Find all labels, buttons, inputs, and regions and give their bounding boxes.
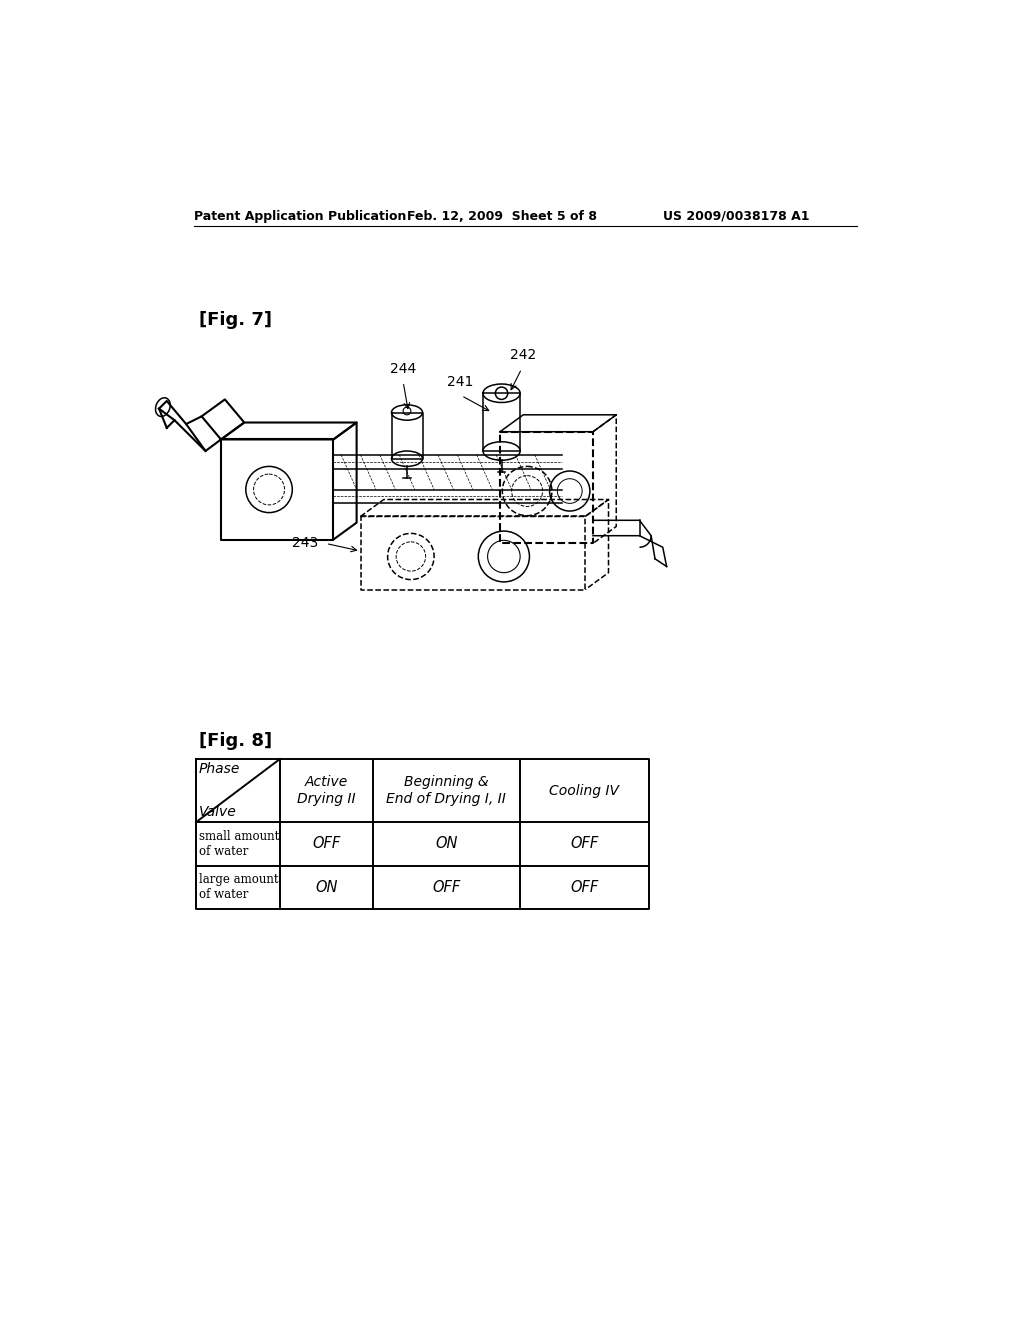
Text: [Fig. 8]: [Fig. 8]	[200, 733, 272, 750]
Ellipse shape	[483, 442, 520, 461]
Text: [Fig. 7]: [Fig. 7]	[200, 312, 272, 329]
Text: large amount
of water: large amount of water	[200, 874, 279, 902]
Text: OFF: OFF	[570, 880, 598, 895]
Text: Cooling IV: Cooling IV	[549, 784, 620, 797]
Text: 243: 243	[292, 536, 317, 549]
Text: OFF: OFF	[432, 880, 461, 895]
Text: Valve: Valve	[200, 805, 237, 818]
Ellipse shape	[391, 405, 423, 420]
Text: ON: ON	[315, 880, 338, 895]
Text: Patent Application Publication: Patent Application Publication	[194, 210, 407, 223]
Ellipse shape	[156, 397, 170, 416]
Text: 244: 244	[390, 362, 416, 376]
Text: Phase: Phase	[199, 762, 240, 776]
Ellipse shape	[391, 451, 423, 466]
Text: ON: ON	[435, 837, 458, 851]
Text: 241: 241	[446, 375, 473, 389]
Circle shape	[496, 387, 508, 400]
Text: OFF: OFF	[312, 837, 340, 851]
Ellipse shape	[483, 384, 520, 403]
Text: Beginning &
End of Drying I, II: Beginning & End of Drying I, II	[386, 775, 506, 805]
Text: US 2009/0038178 A1: US 2009/0038178 A1	[663, 210, 809, 223]
Text: small amount
of water: small amount of water	[200, 830, 280, 858]
Text: OFF: OFF	[570, 837, 598, 851]
Text: Active
Drying II: Active Drying II	[297, 775, 355, 805]
Text: 242: 242	[510, 348, 537, 363]
Text: Feb. 12, 2009  Sheet 5 of 8: Feb. 12, 2009 Sheet 5 of 8	[407, 210, 597, 223]
